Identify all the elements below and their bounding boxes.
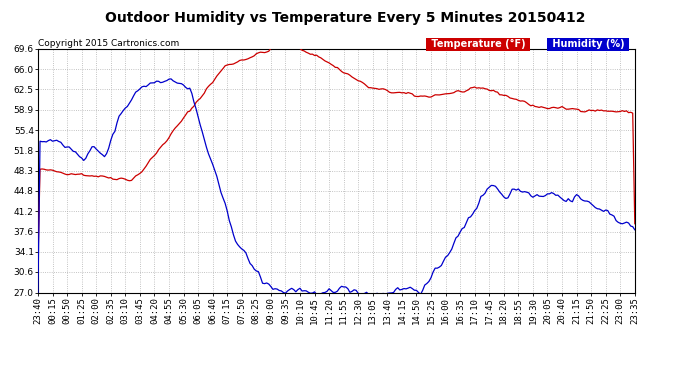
Text: Humidity (%): Humidity (%) — [549, 39, 627, 50]
Text: Copyright 2015 Cartronics.com: Copyright 2015 Cartronics.com — [38, 39, 179, 48]
Text: Temperature (°F): Temperature (°F) — [428, 39, 529, 50]
Text: Outdoor Humidity vs Temperature Every 5 Minutes 20150412: Outdoor Humidity vs Temperature Every 5 … — [105, 11, 585, 25]
